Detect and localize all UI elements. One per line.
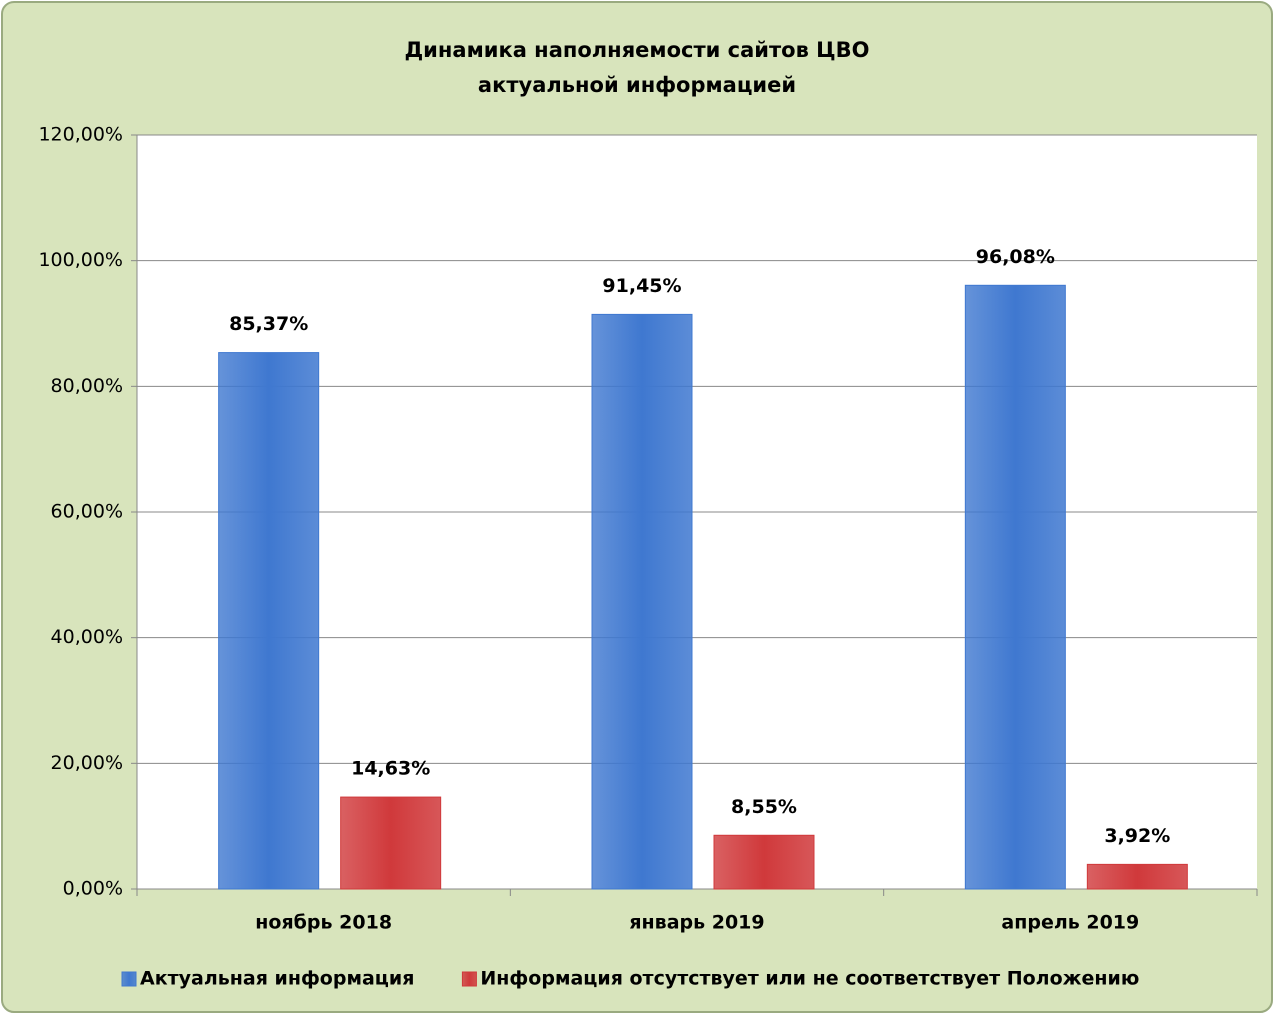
bar	[713, 834, 815, 890]
value-label: 85,37%	[229, 313, 308, 335]
value-label: 3,92%	[1104, 825, 1170, 847]
value-label: 96,08%	[976, 246, 1055, 268]
y-tick-label: 100,00%	[38, 249, 123, 271]
y-tick-label: 80,00%	[51, 375, 123, 397]
bar	[218, 352, 320, 890]
legend-label: Актуальная информация	[140, 968, 414, 990]
legend-swatch	[121, 971, 137, 987]
x-tick-label: январь 2019	[629, 912, 764, 934]
chart-title: актуальной информацией	[478, 73, 796, 97]
chart-title: Динамика наполняемости сайтов ЦВО	[404, 38, 869, 62]
legend-swatch	[461, 971, 477, 987]
y-tick-label: 120,00%	[38, 124, 123, 146]
bar	[964, 284, 1066, 890]
value-label: 8,55%	[731, 796, 797, 818]
bar	[1086, 863, 1188, 890]
bar	[591, 313, 693, 890]
value-label: 14,63%	[351, 758, 430, 780]
y-tick-label: 20,00%	[51, 752, 123, 774]
y-tick-label: 60,00%	[51, 501, 123, 523]
value-label: 91,45%	[602, 275, 681, 297]
x-tick-label: апрель 2019	[1001, 912, 1139, 934]
x-tick-label: ноябрь 2018	[255, 912, 392, 934]
y-tick-label: 0,00%	[63, 878, 123, 900]
bar	[340, 796, 442, 890]
legend-label: Информация отсутствует или не соответств…	[480, 968, 1139, 990]
y-tick-label: 40,00%	[51, 626, 123, 648]
